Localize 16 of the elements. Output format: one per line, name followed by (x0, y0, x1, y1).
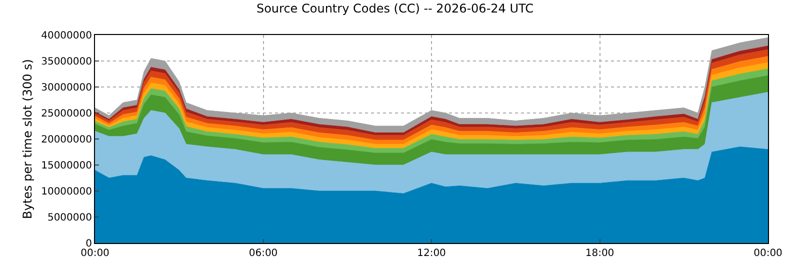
y-tick-label: 40000000 (41, 30, 92, 42)
y-tick-label: 25000000 (41, 108, 92, 120)
y-tick-label: 35000000 (41, 56, 92, 68)
x-tick-label: 18:00 (585, 248, 614, 259)
x-tick-label: 06:00 (248, 248, 278, 259)
y-tick-label: 30000000 (41, 82, 92, 94)
x-tick-label: 00:00 (754, 248, 782, 259)
y-tick-label: 10000000 (41, 186, 92, 198)
y-tick-label: 15000000 (41, 160, 92, 172)
y-tick-label: 0 (86, 238, 92, 250)
y-tick-label: 5000000 (47, 212, 92, 224)
y-tick-label: 20000000 (41, 134, 92, 146)
y-axis-title: Bytes per time slot (300 s) (20, 59, 34, 219)
chart-title: Source Country Codes (CC) -- 2026-06-24 UTC (256, 1, 534, 16)
x-tick-label: 12:00 (417, 248, 446, 259)
x-tick-label: 00:00 (80, 248, 110, 259)
